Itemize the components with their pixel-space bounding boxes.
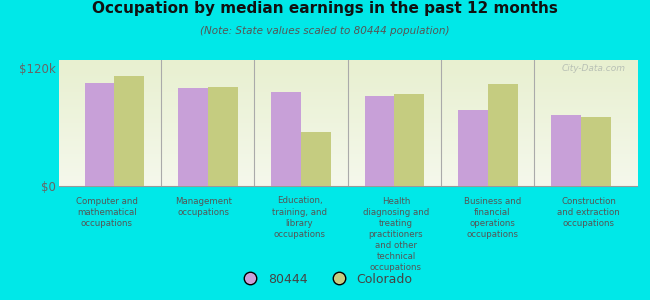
Bar — [581, 117, 611, 186]
Legend: 80444, Colorado: 80444, Colorado — [233, 268, 417, 291]
Bar — [551, 115, 581, 186]
Text: Education,
training, and
library
occupations: Education, training, and library occupat… — [272, 196, 327, 239]
Text: Management
occupations: Management occupations — [175, 196, 231, 217]
Bar — [395, 94, 424, 186]
Text: (Note: State values scaled to 80444 population): (Note: State values scaled to 80444 popu… — [200, 26, 450, 35]
Bar — [84, 82, 114, 186]
Text: Health
diagnosing and
treating
practitioners
and other
technical
occupations: Health diagnosing and treating practitio… — [363, 196, 429, 272]
Bar — [458, 110, 488, 186]
Text: City-Data.com: City-Data.com — [562, 64, 625, 73]
Text: Construction
and extraction
occupations: Construction and extraction occupations — [558, 196, 620, 228]
Bar — [114, 76, 144, 186]
Bar — [301, 132, 331, 186]
Text: Occupation by median earnings in the past 12 months: Occupation by median earnings in the pas… — [92, 2, 558, 16]
Bar — [178, 88, 208, 186]
Bar — [488, 84, 517, 186]
Text: Computer and
mathematical
occupations: Computer and mathematical occupations — [76, 196, 138, 228]
Text: Business and
financial
operations
occupations: Business and financial operations occupa… — [463, 196, 521, 239]
Bar — [365, 96, 395, 186]
Bar — [208, 87, 238, 186]
Bar — [271, 92, 301, 186]
